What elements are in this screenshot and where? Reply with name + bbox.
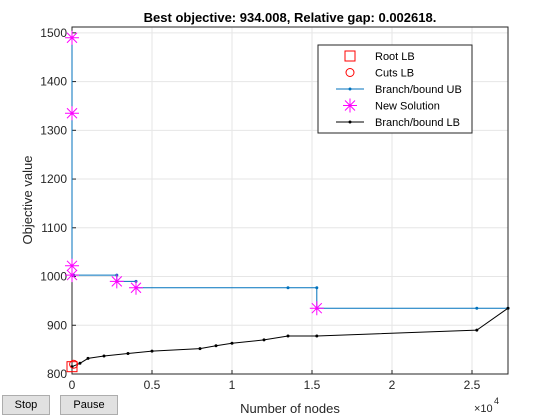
legend: Root LB Cuts LB Branch/bound UB New Solutio… xyxy=(317,44,473,134)
x-tick-label: 0.5 xyxy=(144,378,161,392)
circle-marker xyxy=(345,68,355,77)
x-multiplier: ×10 xyxy=(474,403,493,415)
circle-marker xyxy=(69,359,79,369)
asterisk-marker xyxy=(109,274,124,289)
stop-button[interactable]: Stop xyxy=(2,395,50,415)
dot-marker xyxy=(198,347,202,351)
y-tick-label: 900 xyxy=(47,318,67,332)
dot-marker xyxy=(286,334,290,338)
legend-label: Cuts LB xyxy=(375,68,414,80)
x-multiplier-exponent: 4 xyxy=(494,396,499,406)
dot-marker xyxy=(286,286,290,290)
asterisk-marker xyxy=(129,280,143,295)
dot-marker xyxy=(262,338,266,342)
asterisk-marker xyxy=(343,98,357,113)
legend-label: Branch/bound UB xyxy=(375,84,462,96)
dot-marker xyxy=(315,334,319,338)
asterisk-marker xyxy=(65,106,79,121)
y-tick-label: 1300 xyxy=(40,123,67,137)
dot-marker xyxy=(150,349,154,353)
legend-label: Branch/bound LB xyxy=(375,117,460,129)
asterisk-marker xyxy=(309,301,324,316)
square-marker xyxy=(344,50,356,62)
dot-marker xyxy=(86,356,90,360)
dot-marker xyxy=(102,354,106,358)
dot-marker xyxy=(348,87,352,91)
x-tick-label: 2.5 xyxy=(464,378,481,392)
y-tick-label: 1500 xyxy=(40,26,67,40)
legend-label: Root LB xyxy=(375,51,415,63)
y-tick-label: 1100 xyxy=(41,221,67,235)
x-tick-label: 1.5 xyxy=(304,378,321,392)
dot-marker xyxy=(475,306,479,310)
dot-marker xyxy=(230,341,234,345)
x-tick-label: 0 xyxy=(69,378,76,392)
y-tick-label: 1400 xyxy=(40,75,67,89)
asterisk-marker xyxy=(65,30,79,45)
x-tick-label: 2 xyxy=(389,378,396,392)
y-tick-label: 1000 xyxy=(40,270,67,284)
dot-marker xyxy=(78,361,82,365)
dot-marker xyxy=(214,344,218,348)
x-tick-label: 1 xyxy=(229,378,236,392)
dot-marker xyxy=(475,328,479,332)
dot-marker xyxy=(506,306,510,310)
y-tick-label: 1200 xyxy=(40,172,67,186)
chart-title: Best objective: 934.008, Relative gap: 0… xyxy=(144,10,437,25)
dot-marker xyxy=(348,120,352,124)
dot-marker xyxy=(126,352,130,356)
y-axis-label: Objective value xyxy=(20,156,35,245)
y-tick-label: 800 xyxy=(47,367,67,381)
series-line xyxy=(71,307,509,368)
x-axis-label: Number of nodes xyxy=(240,401,340,416)
asterisk-marker xyxy=(65,268,79,283)
legend-label: New Solution xyxy=(375,101,440,113)
dot-marker xyxy=(315,286,319,290)
asterisk-marker xyxy=(65,258,79,273)
pause-button[interactable]: Pause xyxy=(60,395,118,415)
